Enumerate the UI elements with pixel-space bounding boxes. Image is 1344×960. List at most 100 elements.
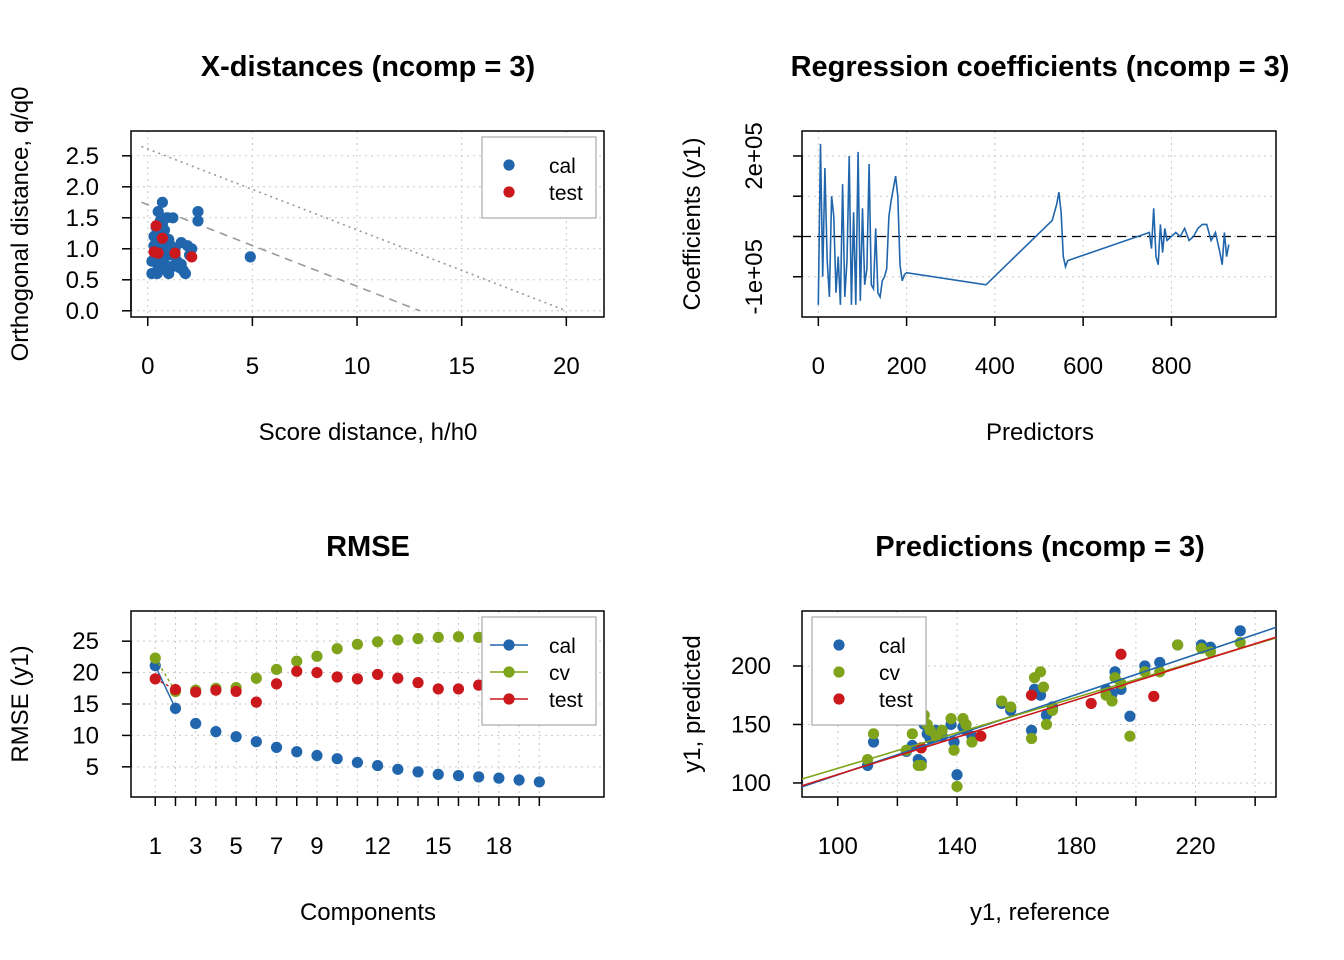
predictions-point-cv (945, 713, 957, 725)
xdist-legend-marker-cal (503, 159, 515, 171)
rmse-legend-marker-test (503, 693, 515, 705)
rmse-legend-label-test: test (549, 689, 583, 712)
regcoeffs-ylabel: Coefficients (y1) (679, 138, 706, 311)
predictions-point-test (1025, 689, 1038, 701)
rmse-legend (481, 616, 597, 726)
rmse-point-test (169, 683, 182, 696)
predictions-legend-marker-cal (833, 639, 845, 651)
regcoeffs-title: Regression coefficients (ncomp = 3) (791, 51, 1290, 83)
rmse-point-cv (270, 663, 283, 676)
xdist-limit-line-dashed (141, 201, 421, 312)
predictions-point-cv (906, 728, 918, 740)
rmse-legend-marker-cv (503, 666, 515, 678)
rmse-segment-cal (154, 665, 177, 709)
rmse-point-cv (452, 631, 465, 643)
rmse-ylabel: RMSE (y1) (7, 645, 34, 762)
xdist-ytick-label: 0.0 (66, 298, 99, 325)
rmse-point-test (250, 696, 262, 708)
rmse-point-cal (311, 749, 323, 762)
rmse-xlabel: Components (300, 899, 436, 926)
rmse-point-test (210, 684, 222, 696)
xdist-title: X-distances (ncomp = 3) (201, 51, 535, 83)
xdist-ytick-label: 1.5 (66, 205, 99, 232)
predictions-point-cv (960, 718, 972, 731)
xdist-point-cal (152, 206, 164, 218)
rmse-point-test (412, 677, 424, 689)
xdist-point-cal (192, 215, 204, 227)
predictions-point-cal (1025, 724, 1038, 736)
xdist-plot-frame (130, 130, 605, 318)
predictions-legend-marker-test (833, 693, 845, 705)
rmse-legend-label-cv: cv (549, 662, 571, 685)
predictions-legend-label-test: test (879, 689, 913, 712)
xdist-xtick-label: 0 (141, 353, 154, 380)
rmse-point-test (149, 673, 161, 685)
rmse-ytick-label: 25 (72, 628, 99, 655)
rmse-point-cv (331, 643, 343, 655)
xdist-ytick-label: 2.0 (66, 174, 99, 201)
rmse-point-test (372, 668, 384, 681)
rmse-xtick-label: 18 (486, 833, 513, 860)
rmse-point-test (351, 673, 363, 685)
rmse-point-test (311, 666, 323, 679)
xdist-point-cal (156, 196, 168, 208)
xdist-xtick-label: 5 (246, 353, 259, 380)
rmse-point-cal (533, 776, 545, 788)
rmse-legend-marker-cal (503, 639, 515, 651)
rmse-point-cv (291, 655, 303, 667)
rmse-point-cv (432, 631, 444, 643)
rmse-point-test (190, 686, 202, 698)
predictions-point-cv (966, 736, 978, 748)
predictions-point-test (1085, 697, 1097, 710)
xdist-point-cal (148, 230, 160, 242)
regcoeffs-xtick-label: 400 (975, 353, 1015, 380)
predictions-point-cv (936, 724, 948, 736)
predictions-legend-label-cv: cv (879, 662, 901, 685)
regcoeffs-coefficient-line (817, 143, 1230, 305)
xdist-point-cal (244, 251, 256, 263)
xdist-xtick-label: 15 (448, 353, 475, 380)
xdist-ytick-label: 0.5 (66, 267, 99, 294)
predictions-ytick-label: 100 (731, 770, 771, 797)
xdist-point-test (156, 232, 168, 244)
rmse-point-test (270, 678, 283, 690)
predictions-title: Predictions (ncomp = 3) (875, 531, 1205, 563)
xdist-legend (481, 136, 597, 219)
rmse-ytick-label: 5 (86, 754, 99, 781)
xdist-point-test (150, 220, 162, 232)
predictions-point-cv (1124, 730, 1136, 742)
xdist-legend-label-cal: cal (549, 155, 576, 178)
predictions-xtick-label: 100 (818, 833, 858, 860)
predictions-point-cal (1234, 625, 1246, 637)
xdist-point-test (186, 251, 198, 263)
rmse-point-cal (473, 771, 485, 783)
rmse-point-cal (230, 731, 242, 743)
xdist-ytick-label: 2.5 (66, 143, 99, 170)
rmse-point-cal (169, 702, 182, 714)
rmse-point-cv (412, 633, 424, 645)
rmse-point-cal (250, 736, 262, 748)
xdist-legend-marker-test (503, 186, 515, 198)
xdist-point-cal (160, 212, 173, 224)
rmse-point-cal (372, 759, 384, 772)
rmse-ytick-label: 20 (72, 660, 99, 687)
rmse-point-test (432, 683, 444, 695)
predictions-plot-frame (801, 610, 1277, 798)
rmse-point-cal (493, 772, 505, 784)
rmse-point-cal (432, 768, 444, 780)
xdist-ylabel: Orthogonal distance, q/q0 (7, 87, 34, 362)
regcoeffs-xlabel: Predictors (986, 419, 1094, 446)
rmse-point-test (392, 672, 404, 684)
rmse-point-cv (473, 631, 485, 643)
predictions-point-cal (951, 769, 963, 781)
predictions-ylabel: y1, predicted (679, 635, 706, 772)
predictions-point-test (1148, 690, 1160, 702)
predictions-legend-label-cal: cal (879, 635, 906, 658)
predictions-point-cv (1040, 718, 1053, 731)
predictions-legend (811, 616, 927, 726)
rmse-xtick-label: 3 (189, 833, 202, 860)
regcoeffs-xtick-label: 600 (1063, 353, 1103, 380)
xdist-point-cal (151, 268, 163, 280)
predictions-ytick-label: 150 (731, 711, 771, 738)
